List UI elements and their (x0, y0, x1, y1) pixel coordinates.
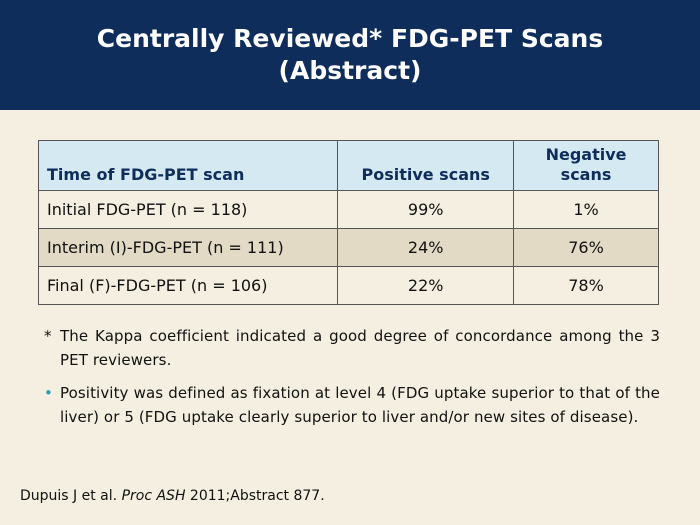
column-header-negative-label: Negative scans (545, 145, 627, 184)
scan-time-cell: Interim (I)-FDG-PET (n = 111) (37, 228, 339, 267)
bullet-icon: • (44, 384, 53, 402)
table-header-row: Time of FDG-PET scan Positive scans Nega… (37, 140, 659, 191)
negative-cell: 1% (513, 190, 659, 229)
citation-authors: Dupuis J et al. (20, 488, 118, 504)
citation: Dupuis J et al. Proc ASH 2011;Abstract 8… (20, 488, 325, 504)
scan-time-cell: Final (F)-FDG-PET (n = 106) (37, 266, 339, 305)
results-table: Time of FDG-PET scan Positive scans Nega… (37, 140, 659, 305)
positive-cell: 24% (337, 228, 515, 267)
footnote-text: The Kappa coefficient indicated a good d… (60, 327, 660, 369)
slide-title: Centrally Reviewed* FDG-PET Scans (96, 24, 604, 53)
column-header-positive: Positive scans (337, 140, 515, 191)
footnote-asterisk: * (44, 327, 52, 345)
table-row: Interim (I)-FDG-PET (n = 111) 24% 76% (37, 228, 659, 267)
negative-cell: 76% (513, 228, 659, 267)
bullet-note: • Positivity was defined as fixation at … (44, 381, 660, 429)
citation-journal: Proc ASH (121, 488, 186, 504)
column-header-time: Time of FDG-PET scan (37, 140, 339, 191)
negative-cell: 78% (513, 266, 659, 305)
citation-details: 2011;Abstract 877. (189, 488, 325, 504)
slide-subtitle: (Abstract) (278, 56, 422, 85)
positive-cell: 99% (337, 190, 515, 229)
bullet-text: Positivity was defined as fixation at le… (60, 384, 660, 426)
column-header-negative: Negative scans (513, 140, 659, 191)
footnote: * The Kappa coefficient indicated a good… (44, 324, 660, 372)
notes-section: * The Kappa coefficient indicated a good… (44, 324, 660, 438)
slide-header: Centrally Reviewed* FDG-PET Scans (Abstr… (0, 0, 700, 110)
table-row: Final (F)-FDG-PET (n = 106) 22% 78% (37, 266, 659, 305)
table-row: Initial FDG-PET (n = 118) 99% 1% (37, 190, 659, 229)
scan-time-cell: Initial FDG-PET (n = 118) (37, 190, 339, 229)
positive-cell: 22% (337, 266, 515, 305)
